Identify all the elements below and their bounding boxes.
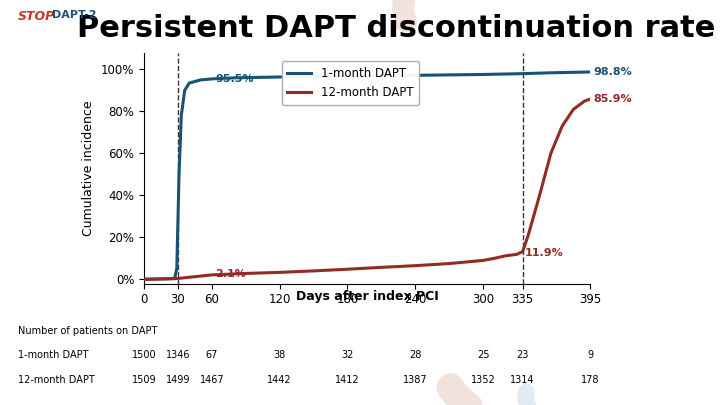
Text: 9: 9 [588, 350, 593, 360]
Text: 178: 178 [581, 375, 600, 385]
Text: 1346: 1346 [166, 350, 190, 360]
Text: 1499: 1499 [166, 375, 190, 385]
Text: Persistent DAPT discontinuation rate: Persistent DAPT discontinuation rate [77, 14, 715, 43]
Text: 98.8%: 98.8% [594, 67, 633, 77]
Text: 1387: 1387 [403, 375, 428, 385]
Text: 25: 25 [477, 350, 490, 360]
Text: 1442: 1442 [267, 375, 292, 385]
Text: 11.9%: 11.9% [525, 248, 564, 258]
Text: Number of patients on DAPT: Number of patients on DAPT [18, 326, 158, 336]
Text: 2.1%: 2.1% [215, 269, 246, 279]
Text: DAPT-2: DAPT-2 [52, 10, 96, 20]
Text: 1352: 1352 [471, 375, 495, 385]
Text: 23: 23 [516, 350, 528, 360]
Text: 28: 28 [409, 350, 421, 360]
Text: 12-month DAPT: 12-month DAPT [18, 375, 95, 385]
Text: 67: 67 [206, 350, 218, 360]
Text: Days after index PCI: Days after index PCI [296, 290, 438, 303]
Text: 1467: 1467 [199, 375, 224, 385]
Y-axis label: Cumulative incidence: Cumulative incidence [82, 100, 95, 236]
Text: 85.9%: 85.9% [594, 94, 632, 104]
Text: STOP: STOP [18, 10, 55, 23]
Text: 1-month DAPT: 1-month DAPT [18, 350, 89, 360]
Text: 1314: 1314 [510, 375, 535, 385]
Text: 1509: 1509 [132, 375, 156, 385]
Text: 1412: 1412 [335, 375, 360, 385]
Text: 95.5%: 95.5% [215, 74, 253, 84]
Text: 32: 32 [341, 350, 354, 360]
Legend: 1-month DAPT, 12-month DAPT: 1-month DAPT, 12-month DAPT [282, 61, 419, 104]
Text: 1500: 1500 [132, 350, 156, 360]
Text: 38: 38 [274, 350, 286, 360]
